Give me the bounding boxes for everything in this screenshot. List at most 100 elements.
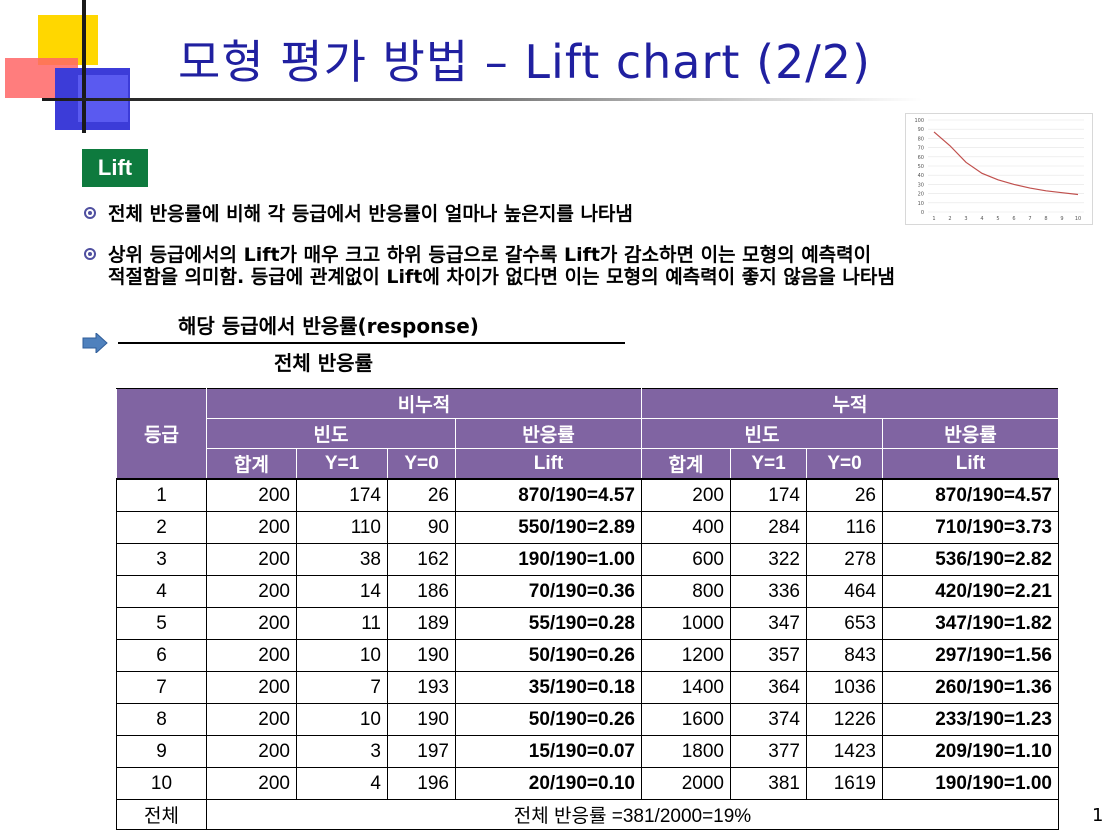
cell-noncum-total: 200 <box>206 543 297 576</box>
cell-noncum-y0: 190 <box>387 703 456 736</box>
x-tick-label: 8 <box>1044 216 1047 222</box>
footer-label: 전체 <box>116 799 207 830</box>
title-underline <box>42 98 922 101</box>
cell-noncum-y1: 10 <box>296 639 388 672</box>
cell-noncum-total: 200 <box>206 735 297 768</box>
cell-noncum-total: 200 <box>206 575 297 608</box>
page-number: 1 <box>1092 805 1103 826</box>
cell-cum-total: 400 <box>641 511 731 544</box>
cell-cum-y1: 322 <box>730 543 807 576</box>
cell-grade: 4 <box>116 575 207 608</box>
decor-vertical-line <box>82 0 86 133</box>
cell-noncum-total: 200 <box>206 478 297 512</box>
slide-title: 모형 평가 방법 – Lift chart (2/2) <box>178 35 871 89</box>
cell-grade: 1 <box>116 478 207 512</box>
header-cum-y1: Y=1 <box>730 448 807 480</box>
cell-noncum-y1: 174 <box>296 478 388 512</box>
cell-cum-y1: 357 <box>730 639 807 672</box>
y-tick-label: 60 <box>918 155 924 161</box>
cell-cum-total: 1200 <box>641 639 731 672</box>
cell-cum-total: 200 <box>641 478 731 512</box>
cell-cum-lift: 260/190=1.36 <box>882 671 1059 704</box>
cell-cum-total: 1600 <box>641 703 731 736</box>
y-tick-label: 70 <box>918 146 924 152</box>
bullet-text: 전체 반응률에 비해 각 등급에서 반응률이 얼마나 높은지를 나타냄 <box>108 203 633 225</box>
cell-noncum-lift: 50/190=0.26 <box>455 703 642 736</box>
table-row: 6 200 10 190 50/190=0.26 1200 357 843 297/190=1.… <box>116 639 1059 672</box>
cell-noncum-total: 200 <box>206 639 297 672</box>
cell-noncum-y0: 196 <box>387 767 456 800</box>
cell-noncum-lift: 550/190=2.89 <box>455 511 642 544</box>
bullet-text-line2: 적절함을 의미함. 등급에 관계없이 Lift에 차이가 없다면 이는 모형의 … <box>108 266 895 288</box>
cell-cum-y1: 347 <box>730 607 807 640</box>
x-tick-label: 9 <box>1060 216 1063 222</box>
header-cum-y0: Y=0 <box>806 448 883 480</box>
cell-noncum-y0: 90 <box>387 511 456 544</box>
cell-cum-lift: 347/190=1.82 <box>882 607 1059 640</box>
table-row: 7 200 7 193 35/190=0.18 1400 364 1036 260/190=1.… <box>116 671 1059 704</box>
table-row: 1 200 174 26 870/190=4.57 200 174 26 870/190=4.5… <box>116 478 1059 512</box>
table-row: 2 200 110 90 550/190=2.89 400 284 116 710/190=3.… <box>116 511 1059 544</box>
cell-cum-total: 1000 <box>641 607 731 640</box>
cell-noncum-y1: 110 <box>296 511 388 544</box>
cell-grade: 9 <box>116 735 207 768</box>
lift-table: 등급 비누적 누적 빈도 반응률 빈도 반응률 합계 Y=1 Y=0 Lift … <box>116 388 1059 830</box>
y-tick-label: 0 <box>921 210 924 216</box>
table-body: 1 200 174 26 870/190=4.57 200 174 26 870/190=4.5… <box>116 478 1059 800</box>
header-noncum-freq: 빈도 <box>206 418 456 449</box>
cell-noncum-y0: 186 <box>387 575 456 608</box>
cell-noncum-total: 200 <box>206 767 297 800</box>
cell-noncum-y1: 11 <box>296 607 388 640</box>
y-tick-label: 80 <box>918 136 924 142</box>
header-noncum-total: 합계 <box>206 448 297 480</box>
cell-noncum-lift: 190/190=1.00 <box>455 543 642 576</box>
cell-cum-y1: 377 <box>730 735 807 768</box>
cell-cum-total: 600 <box>641 543 731 576</box>
header-noncum-y0: Y=0 <box>387 448 456 480</box>
cell-noncum-y1: 10 <box>296 703 388 736</box>
x-tick-label: 4 <box>980 216 983 222</box>
cell-cum-y0: 843 <box>806 639 883 672</box>
cell-cum-y0: 464 <box>806 575 883 608</box>
header-noncum-y1: Y=1 <box>296 448 388 480</box>
cell-noncum-lift: 35/190=0.18 <box>455 671 642 704</box>
cell-noncum-lift: 55/190=0.28 <box>455 607 642 640</box>
cell-cum-total: 2000 <box>641 767 731 800</box>
cell-grade: 6 <box>116 639 207 672</box>
table-row: 9 200 3 197 15/190=0.07 1800 377 1423 209/190=1.… <box>116 735 1059 768</box>
table-row: 10 200 4 196 20/190=0.10 2000 381 1619 190/190=1… <box>116 767 1059 800</box>
cell-noncum-total: 200 <box>206 511 297 544</box>
header-grade: 등급 <box>116 388 207 480</box>
cell-cum-lift: 536/190=2.82 <box>882 543 1059 576</box>
x-tick-label: 7 <box>1028 216 1031 222</box>
cell-cum-y0: 116 <box>806 511 883 544</box>
header-noncum-lift: Lift <box>455 448 642 480</box>
table-row: 4 200 14 186 70/190=0.36 800 336 464 420/190=2.2… <box>116 575 1059 608</box>
cell-cum-y0: 1423 <box>806 735 883 768</box>
cell-noncum-y0: 197 <box>387 735 456 768</box>
cell-cum-lift: 233/190=1.23 <box>882 703 1059 736</box>
header-cum-lift: Lift <box>882 448 1059 480</box>
cell-cum-y1: 284 <box>730 511 807 544</box>
cell-cum-total: 800 <box>641 575 731 608</box>
cell-noncum-y1: 3 <box>296 735 388 768</box>
bullet-text-line1: 상위 등급에서의 Lift가 매우 크고 하위 등급으로 갈수록 Lift가 감… <box>108 244 872 266</box>
y-tick-label: 40 <box>918 173 924 179</box>
cell-cum-lift: 297/190=1.56 <box>882 639 1059 672</box>
cell-noncum-y1: 4 <box>296 767 388 800</box>
cell-noncum-y1: 38 <box>296 543 388 576</box>
x-tick-label: 10 <box>1075 216 1081 222</box>
x-tick-label: 6 <box>1012 216 1015 222</box>
header-cum-rate: 반응률 <box>882 418 1059 449</box>
cell-noncum-total: 200 <box>206 671 297 704</box>
cell-cum-y0: 26 <box>806 478 883 512</box>
table-row: 5 200 11 189 55/190=0.28 1000 347 653 347/190=1.… <box>116 607 1059 640</box>
y-tick-label: 20 <box>918 192 924 198</box>
cell-cum-y0: 278 <box>806 543 883 576</box>
cell-cum-y1: 174 <box>730 478 807 512</box>
cell-noncum-y0: 26 <box>387 478 456 512</box>
cell-cum-lift: 710/190=3.73 <box>882 511 1059 544</box>
bullet-icon <box>84 207 96 219</box>
footer-overall-rate: 전체 반응률 =381/2000=19% <box>206 799 1059 830</box>
cell-cum-y0: 1619 <box>806 767 883 800</box>
